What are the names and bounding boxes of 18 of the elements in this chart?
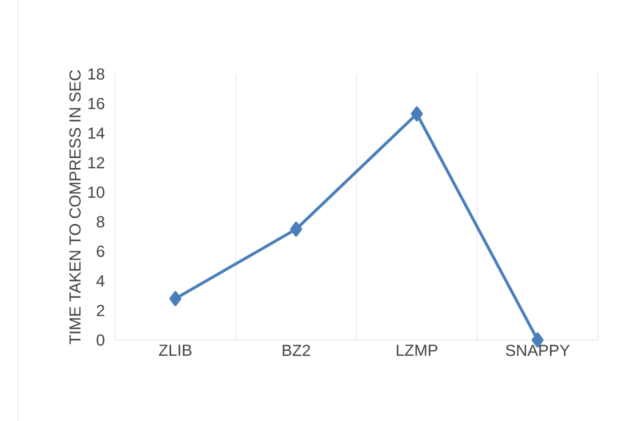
y-tick-label: 0 bbox=[96, 334, 104, 346]
point bbox=[290, 222, 302, 237]
point bbox=[410, 106, 423, 122]
x-tick-label: LZMP bbox=[396, 344, 438, 356]
y-tick-label: 10 bbox=[88, 186, 104, 198]
point bbox=[169, 291, 182, 306]
x-tick-label: SNAPPY bbox=[506, 344, 570, 356]
y-axis-title: TIME TAKEN TO COMPRESS IN SEC bbox=[69, 70, 81, 344]
x-tick-label: ZLIB bbox=[158, 344, 192, 356]
y-tick-label: 16 bbox=[88, 98, 104, 110]
y-tick-label: 8 bbox=[96, 216, 104, 228]
y-tick-label: 4 bbox=[96, 275, 104, 286]
y-tick-label: 18 bbox=[88, 68, 104, 80]
y-tick-label: 6 bbox=[96, 246, 104, 257]
y-tick-label: 14 bbox=[88, 128, 104, 139]
y-tick-label: 2 bbox=[96, 304, 104, 316]
y-tick-label: 12 bbox=[88, 157, 104, 168]
x-tick-label: BZ2 bbox=[282, 344, 310, 356]
